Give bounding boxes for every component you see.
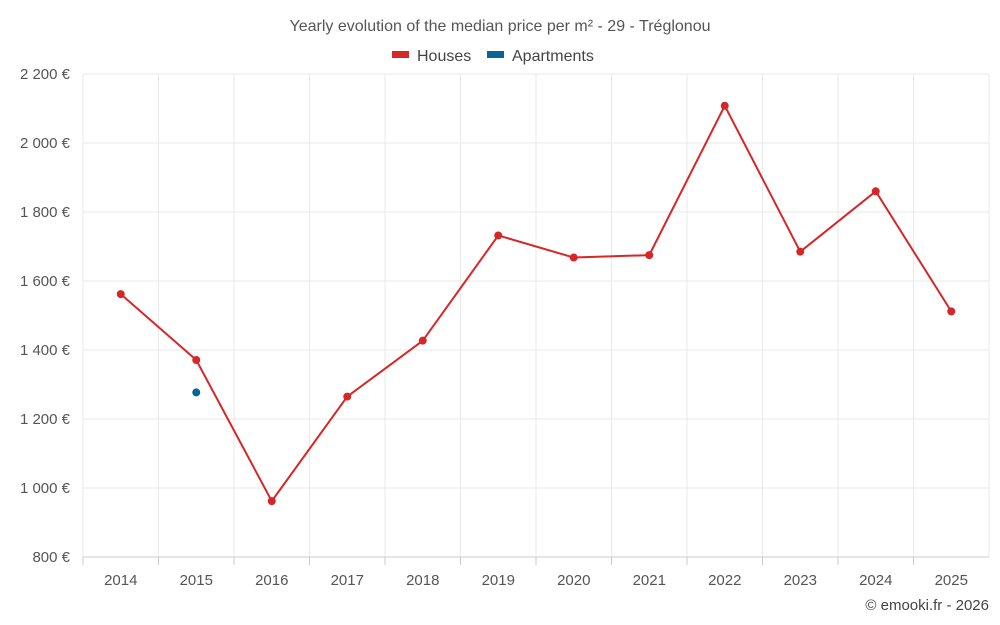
y-tick-label: 1 800 € bbox=[20, 204, 71, 221]
data-point-houses[interactable] bbox=[418, 336, 427, 345]
x-tick-label: 2014 bbox=[104, 572, 137, 589]
y-tick-label: 1 600 € bbox=[20, 273, 71, 290]
x-tick-label: 2021 bbox=[633, 572, 666, 589]
x-tick-label: 2022 bbox=[708, 572, 741, 589]
y-tick-label: 2 200 € bbox=[20, 66, 71, 83]
y-tick-label: 2 000 € bbox=[20, 135, 71, 152]
y-tick-label: 1 000 € bbox=[20, 480, 71, 497]
data-point-houses[interactable] bbox=[192, 356, 201, 365]
y-tick-label: 1 200 € bbox=[20, 411, 71, 428]
series-line-houses bbox=[120, 104, 953, 503]
y-tick-label: 1 400 € bbox=[20, 342, 71, 359]
x-tick-label: 2020 bbox=[557, 572, 590, 589]
data-point-houses[interactable] bbox=[871, 187, 880, 196]
legend-label-houses[interactable]: Houses bbox=[417, 48, 471, 65]
x-tick-label: 2018 bbox=[406, 572, 439, 589]
data-point-houses[interactable] bbox=[720, 101, 729, 110]
data-point-houses[interactable] bbox=[343, 392, 352, 401]
x-tick-label: 2025 bbox=[935, 572, 968, 589]
y-tick-label: 800 € bbox=[32, 549, 70, 566]
y-axis-ticks: 800 € 1 000 € 1 200 € 1 400 € 1 600 € 1 800 €… bbox=[20, 66, 71, 566]
x-tick-label: 2017 bbox=[331, 572, 364, 589]
legend: Houses Apartments bbox=[392, 48, 594, 65]
x-tick-label: 2016 bbox=[255, 572, 288, 589]
legend-swatch-houses bbox=[392, 51, 409, 58]
x-gridlines bbox=[82, 74, 990, 557]
series-layer bbox=[116, 101, 956, 506]
data-point-houses[interactable] bbox=[796, 247, 805, 256]
x-axis-ticks: 2014 2015 2016 2017 2018 2019 2020 2021 2022 2023… bbox=[82, 557, 968, 589]
data-point-apartments[interactable] bbox=[192, 388, 201, 397]
x-tick-label: 2024 bbox=[859, 572, 892, 589]
data-point-houses[interactable] bbox=[267, 497, 276, 506]
chart-title: Yearly evolution of the median price per… bbox=[290, 18, 711, 35]
credit-text: © emooki.fr - 2026 bbox=[865, 597, 989, 614]
data-point-houses[interactable] bbox=[947, 307, 956, 316]
data-point-houses[interactable] bbox=[116, 290, 125, 299]
data-point-houses[interactable] bbox=[569, 253, 578, 262]
data-point-houses[interactable] bbox=[494, 231, 503, 240]
x-tick-label: 2019 bbox=[482, 572, 515, 589]
x-tick-label: 2023 bbox=[784, 572, 817, 589]
x-tick-label: 2015 bbox=[180, 572, 213, 589]
data-point-houses[interactable] bbox=[645, 251, 654, 260]
legend-label-apartments[interactable]: Apartments bbox=[512, 48, 594, 65]
legend-swatch-apartments bbox=[487, 51, 504, 58]
